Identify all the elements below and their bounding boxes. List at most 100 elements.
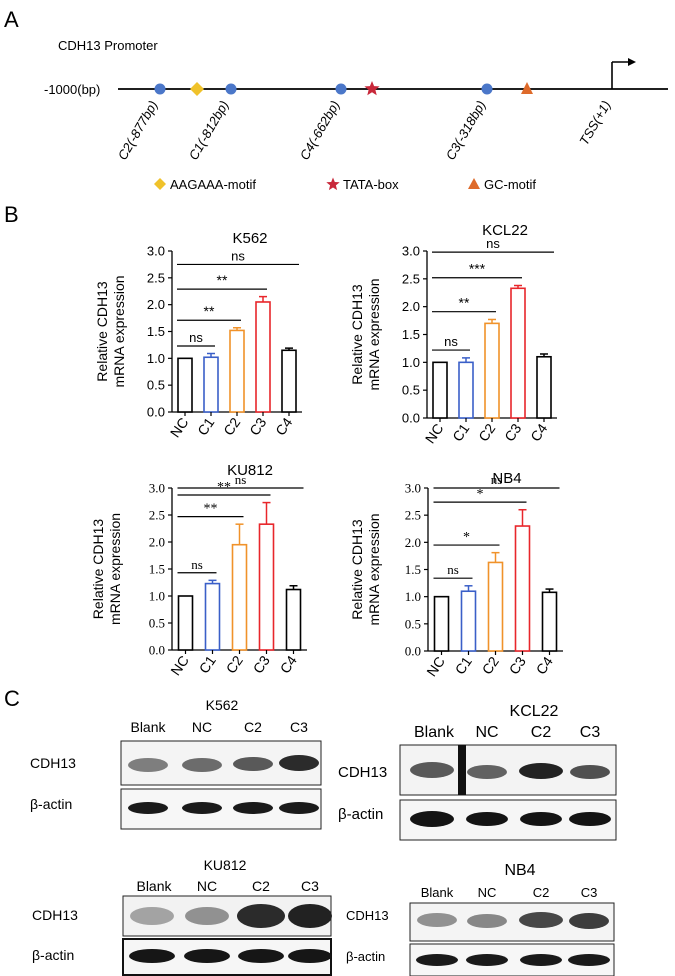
blot-kcl22-cdh13-band [519,763,563,779]
x-tick-label: C1 [196,652,219,676]
blot-nb4-actin-band [416,954,458,966]
x-tick-label: C4 [533,653,556,677]
blot-kcl22-cdh13-label: CDH13 [338,764,387,781]
blot-k562-lane-blank: Blank [130,719,166,735]
y-tick-label: 1.5 [402,327,420,342]
chart-title: K562 [232,230,267,247]
blot-kcl22-cdh13-band [410,762,454,778]
blot-k562: K562 Blank NC C2 C3 CDH13 β-actin [30,697,322,830]
blot-ku812-actin-band [184,949,230,963]
blot-kcl22-lane-blank: Blank [414,724,455,741]
y-tick-label: 1.0 [405,589,421,604]
blot-k562-actin-band [233,802,273,814]
y-axis-label-line: Relative CDH13 [349,519,365,620]
bar-c2 [231,543,248,651]
blot-ku812-cdh13-band [237,904,285,928]
blot-kcl22-actin-band [520,812,562,826]
site-c1-marker [225,83,237,95]
blot-ku812-lane-nc: NC [197,878,217,894]
blot-k562-cdh13-label: CDH13 [30,755,76,771]
x-tick-label: C3 [506,653,529,677]
significance-label: ** [204,502,218,517]
bar-c3 [514,525,531,652]
blot-nb4-cdh13-band [519,912,563,928]
y-axis-label-line: Relative CDH13 [349,284,365,385]
y-tick-label: 0.0 [149,643,165,658]
y-tick-label: 2.0 [147,297,165,312]
gc-legend-label: GC-motif [484,177,536,192]
significance-label: ns [235,472,247,487]
bar-c2 [229,329,245,413]
y-axis-label: Relative CDH13mRNA expression [94,275,127,387]
blot-nb4: NB4 Blank NC C2 C3 CDH13 β-actin [346,862,615,976]
tata-legend-icon [326,177,340,191]
site-c4-marker [335,83,347,95]
bar-nc [433,595,450,652]
blot-kcl22-lane-streak [458,745,466,795]
blot-nb4-lane-blank: Blank [421,885,454,900]
blot-ku812-lane-c3: C3 [301,878,319,894]
y-tick-label: 1.0 [402,355,420,370]
blot-ku812: KU812 Blank NC C2 C3 CDH13 β-actin [32,857,332,976]
y-tick-label: 3.0 [405,481,421,496]
bar-c4 [285,588,302,651]
y-tick-label: 2.5 [405,508,421,523]
x-tick-label: C4 [527,420,550,444]
blot-k562-actin-band [182,802,222,814]
y-tick-label: 0.0 [405,644,421,659]
y-tick-label: 2.0 [149,535,165,550]
panel-a-letter: A [4,7,19,32]
aagaaa-legend-label: AAGAAA-motif [170,177,256,192]
significance-label: ** [204,303,215,319]
x-tick-label: NC [167,653,192,679]
x-tick-label: NC [422,421,447,447]
y-tick-label: 0.5 [147,378,165,393]
gc-motif-marker [521,82,533,94]
tss-label: TSS(+1) [576,98,613,148]
blot-ku812-lane-c2: C2 [252,878,270,894]
y-axis-label: Relative CDH13mRNA expression [90,513,123,625]
gc-legend-icon [468,178,480,189]
y-tick-label: 1.5 [147,324,165,339]
y-tick-label: 3.0 [147,244,165,259]
y-tick-label: 0.5 [149,616,165,631]
y-tick-label: 1.0 [147,351,165,366]
tata-legend-label: TATA-box [343,177,399,192]
bar-c1 [204,582,221,651]
y-tick-label: 2.5 [149,508,165,523]
blot-k562-cdh13-band [233,757,273,771]
aagaaa-legend-icon [154,178,166,190]
bar-c4 [541,591,558,652]
blot-k562-lane-c2: C2 [244,719,262,735]
y-axis-label: Relative CDH13mRNA expression [349,278,382,390]
x-tick-label: C3 [501,420,524,444]
site-c4-label: C4(-662bp) [297,98,343,162]
tata-box-marker [364,81,380,96]
blot-nb4-actin-band [520,954,562,966]
chart-nb4: NB4 Relative CDH13mRNA expression 0.0 0.5 1.… [349,470,563,679]
significance-label: ns [231,248,245,263]
chart-kcl22: KCL22 Relative CDH13mRNA expression 0.0 0.5… [349,222,557,446]
y-axis-label-line: mRNA expression [111,275,127,387]
bar-c3 [510,287,526,419]
significance-label: ns [444,334,458,349]
site-c3-marker [481,83,493,95]
blot-ku812-cdh13-band [130,907,174,925]
blot-ku812-title: KU812 [204,857,247,873]
significance-label: ns [486,236,500,251]
significance-label: ** [217,272,228,288]
blot-k562-lane-nc: NC [192,719,212,735]
chart-title: KCL22 [482,222,528,239]
aagaaa-motif-marker [190,82,204,96]
x-tick-label: C1 [449,420,472,444]
significance-label: *** [469,261,486,277]
blot-nb4-actin-band [466,954,508,966]
blot-nb4-cdh13-band [467,914,507,928]
y-tick-label: 1.0 [149,589,165,604]
blot-k562-cdh13-band [128,758,168,772]
chart-title: NB4 [492,470,521,487]
significance-label: * [463,530,470,545]
y-tick-label: 3.0 [402,244,420,259]
y-axis-label-line: Relative CDH13 [94,281,110,382]
